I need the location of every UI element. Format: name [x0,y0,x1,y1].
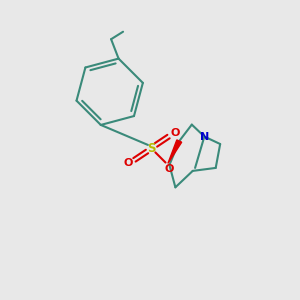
Polygon shape [168,140,182,164]
Text: S: S [147,142,156,155]
Text: N: N [200,132,209,142]
Text: O: O [170,128,179,138]
Text: O: O [124,158,133,168]
Text: O: O [164,164,173,174]
